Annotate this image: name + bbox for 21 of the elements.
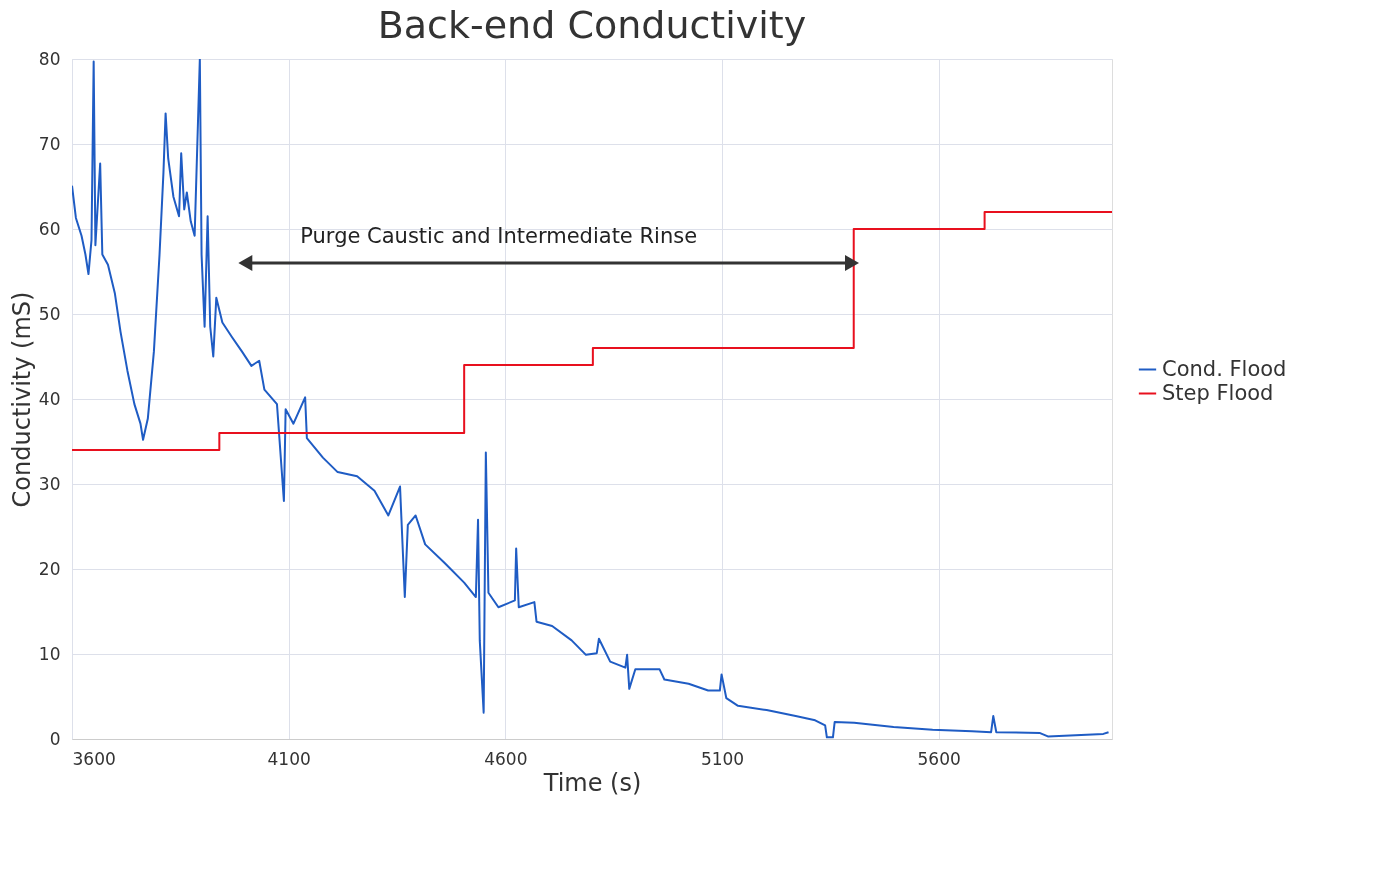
x-tick-label: 5100 xyxy=(700,748,745,769)
y-tick-label: 0 xyxy=(49,728,61,749)
y-tick-label: 70 xyxy=(38,133,61,154)
y-tick-label: 10 xyxy=(38,643,61,664)
x-tick-label: 4600 xyxy=(484,748,528,769)
y-tick-label: 30 xyxy=(38,473,61,494)
legend-label: Step Flood xyxy=(1162,380,1274,405)
annotation: Purge Caustic and Intermediate Rinse xyxy=(300,224,698,248)
y-axis-title: Conductivity (mS) xyxy=(7,291,36,508)
legend-label: Cond. Flood xyxy=(1162,356,1287,381)
x-axis-title: Time (s) xyxy=(542,768,642,797)
y-tick-label: 20 xyxy=(38,558,61,579)
y-tick-label: 50 xyxy=(38,303,61,324)
x-tick-label: 5600 xyxy=(917,748,961,769)
y-tick-label: 60 xyxy=(38,218,61,239)
x-tick-label: 3600 xyxy=(72,748,116,769)
chart-title: Back-end Conductivity xyxy=(377,3,807,47)
y-tick-label: 80 xyxy=(38,48,61,69)
x-tick-label: 4100 xyxy=(267,748,311,769)
line-series xyxy=(72,59,1110,739)
y-tick-label: 40 xyxy=(38,388,61,409)
